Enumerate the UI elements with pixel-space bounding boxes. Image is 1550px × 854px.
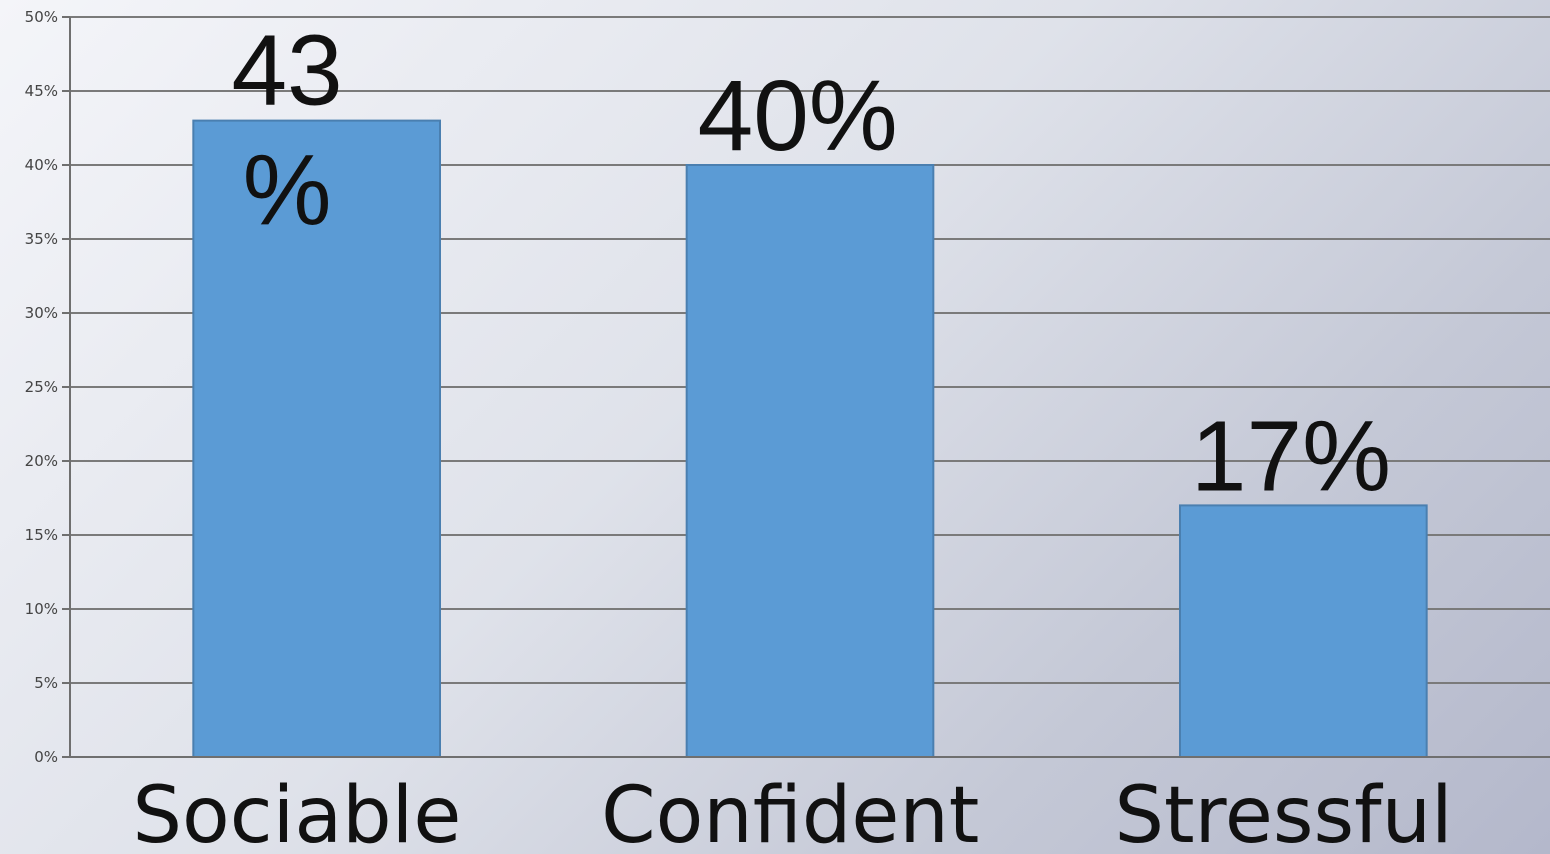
y-tick-label: 30% — [25, 304, 58, 322]
data-label-line: 43 — [231, 15, 342, 127]
data-label-line: % — [243, 135, 332, 247]
category-label-sociable: Sociable — [133, 771, 462, 854]
data-labels: 43 % 40% 17% — [231, 15, 1391, 513]
data-label-confident: 40% — [698, 60, 898, 172]
y-tick-label: 20% — [25, 452, 58, 470]
x-axis-category-labels: Sociable Confident Stressful — [133, 771, 1453, 854]
bar-confident — [685, 164, 935, 758]
y-tick-label: 45% — [25, 82, 58, 100]
category-label-confident: Confident — [601, 771, 979, 854]
y-tick-label: 15% — [25, 526, 58, 544]
y-tick-label: 40% — [25, 156, 58, 174]
data-label-stressful: 17% — [1191, 400, 1391, 512]
y-axis-tick-labels: 0% 5% 10% 15% 20% 25% 30% 35% 40% 45% 50% — [25, 8, 58, 766]
y-tick-label: 35% — [25, 230, 58, 248]
y-tick-label: 50% — [25, 8, 58, 26]
bar-sociable — [192, 119, 441, 759]
bar-stressful — [1179, 504, 1428, 758]
y-tick-label: 5% — [34, 674, 58, 692]
category-label-stressful: Stressful — [1114, 771, 1452, 854]
y-tick-label: 25% — [25, 378, 58, 396]
axes — [62, 16, 1550, 758]
y-tick-label: 0% — [34, 748, 58, 766]
y-tick-label: 10% — [25, 600, 58, 618]
data-label-sociable: 43% — [231, 15, 342, 247]
